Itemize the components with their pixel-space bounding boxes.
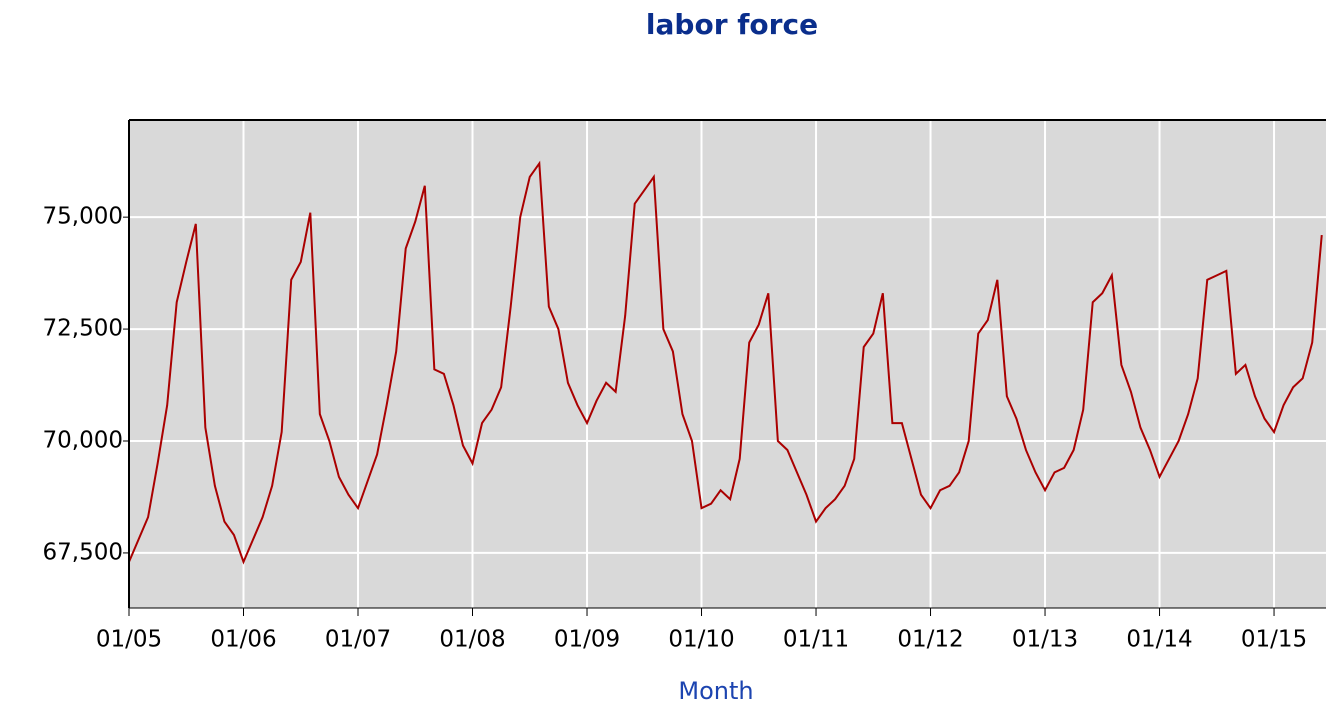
y-tick-label: 67,500: [43, 539, 123, 565]
x-tick-label: 01/11: [783, 627, 849, 653]
y-tick-label: 70,000: [43, 428, 123, 454]
y-tick-label: 72,500: [43, 316, 123, 342]
x-tick-label: 01/14: [1126, 627, 1192, 653]
x-tick-label: 01/05: [96, 627, 162, 653]
x-tick-label: 01/07: [325, 627, 391, 653]
plot-area: [129, 120, 1326, 608]
x-tick-label: 01/12: [897, 627, 963, 653]
x-tick-label: 01/13: [1012, 627, 1078, 653]
x-tick-label: 01/10: [668, 627, 734, 653]
x-tick-label: 01/15: [1241, 627, 1307, 653]
y-tick-label: 75,000: [43, 204, 123, 230]
x-axis-label: Month: [678, 677, 753, 705]
data-line: [129, 160, 1323, 565]
series: [129, 160, 1323, 565]
x-tick-label: 01/08: [439, 627, 505, 653]
chart-title: labor force: [646, 8, 818, 41]
x-tick-label: 01/06: [210, 627, 276, 653]
x-tick-label: 01/09: [554, 627, 620, 653]
